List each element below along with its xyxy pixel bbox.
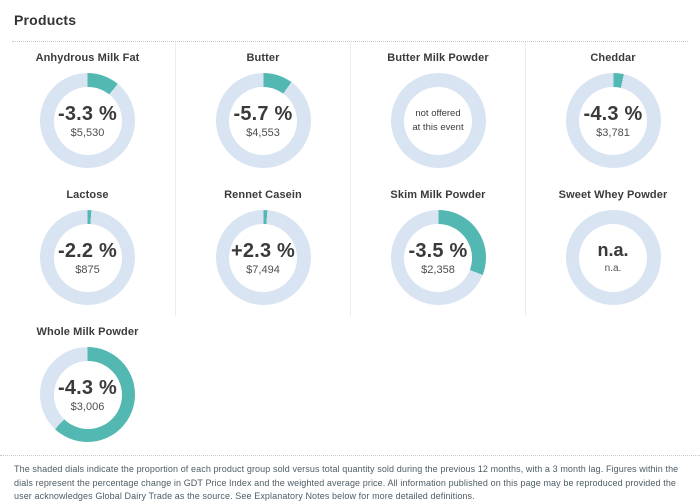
price-change-value: -3.5 %: [408, 239, 468, 262]
dial-center: -4.3 % $3,781: [579, 86, 647, 155]
dial-center: -4.3 % $3,006: [53, 360, 122, 429]
products-row-1: Anhydrous Milk Fat -3.3 % $5,530 Butter …: [0, 42, 700, 179]
product-dial: -5.7 % $4,553: [215, 73, 311, 168]
product-title: Anhydrous Milk Fat: [35, 52, 140, 64]
product-dial: n.a. n.a.: [565, 210, 661, 305]
footer-note: The shaded dials indicate the proportion…: [14, 464, 679, 501]
page-header: Products: [0, 0, 700, 41]
dial-center: -3.3 % $5,530: [53, 86, 122, 155]
price-change-value: +2.3 %: [230, 239, 296, 262]
product-dial: -3.3 % $5,530: [40, 73, 135, 168]
product-cell-rennet-casein: Rennet Casein +2.3 % $7,494: [175, 179, 350, 316]
product-title: Skim Milk Powder: [390, 189, 486, 201]
product-title: Whole Milk Powder: [36, 326, 139, 338]
product-cell-lactose: Lactose -2.2 % $875: [0, 179, 175, 316]
dial-center: n.a. n.a.: [579, 223, 647, 292]
product-title: Cheddar: [590, 52, 636, 64]
average-price-value: $3,781: [596, 126, 630, 139]
average-price-value: $875: [75, 263, 100, 276]
dial-center: +2.3 % $7,494: [229, 223, 297, 292]
products-row-2: Lactose -2.2 % $875 Rennet Casein +2.3 %…: [0, 179, 700, 316]
product-dial: +2.3 % $7,494: [215, 210, 311, 305]
average-price-value: $3,006: [70, 400, 105, 413]
product-dial: not offered at this event: [390, 73, 486, 168]
dial-center: -5.7 % $4,553: [229, 86, 297, 155]
not-offered-note-line1: not offered: [415, 107, 461, 119]
header-divider: [12, 41, 688, 42]
product-cell-anhydrous-milk-fat: Anhydrous Milk Fat -3.3 % $5,530: [0, 42, 175, 179]
products-grid: Anhydrous Milk Fat -3.3 % $5,530 Butter …: [0, 42, 700, 453]
price-change-value: -4.3 %: [57, 376, 117, 399]
page-title: Products: [14, 12, 77, 28]
product-cell-skim-milk-powder: Skim Milk Powder -3.5 % $2,358: [350, 179, 525, 316]
price-change-value: n.a.: [597, 240, 629, 261]
not-offered-note-line2: at this event: [412, 121, 464, 133]
average-price-value: $4,553: [246, 126, 280, 139]
not-offered-note: not offered at this event: [412, 107, 463, 135]
dial-center: -2.2 % $875: [53, 223, 122, 292]
price-change-value: -4.3 %: [583, 102, 643, 125]
product-cell-cheddar: Cheddar -4.3 % $3,781: [525, 42, 700, 179]
product-title: Butter: [246, 52, 280, 64]
product-cell-butter-milk-powder: Butter Milk Powder not offered at this e…: [350, 42, 525, 179]
product-cell-sweet-whey-powder: Sweet Whey Powder n.a. n.a.: [525, 179, 700, 316]
product-title: Rennet Casein: [224, 189, 302, 201]
price-change-value: -3.3 %: [57, 102, 117, 125]
footer: The shaded dials indicate the proportion…: [0, 455, 700, 504]
average-price-value: n.a.: [604, 262, 622, 274]
product-cell-whole-milk-powder: Whole Milk Powder -4.3 % $3,006: [0, 316, 175, 453]
average-price-value: $2,358: [421, 263, 455, 276]
products-row-3: Whole Milk Powder -4.3 % $3,006: [0, 316, 700, 453]
product-cell-butter: Butter -5.7 % $4,553: [175, 42, 350, 179]
product-title: Sweet Whey Powder: [558, 189, 668, 201]
product-dial: -3.5 % $2,358: [390, 210, 486, 305]
product-dial: -2.2 % $875: [40, 210, 135, 305]
product-title: Lactose: [66, 189, 109, 201]
average-price-value: $7,494: [246, 263, 280, 276]
price-change-value: -5.7 %: [233, 102, 293, 125]
dial-center: -3.5 % $2,358: [404, 223, 472, 292]
product-dial: -4.3 % $3,781: [565, 73, 661, 168]
product-title: Butter Milk Powder: [387, 52, 489, 64]
price-change-value: -2.2 %: [57, 239, 117, 262]
average-price-value: $5,530: [70, 126, 105, 139]
dial-center: not offered at this event: [404, 86, 472, 155]
product-dial: -4.3 % $3,006: [40, 347, 135, 442]
